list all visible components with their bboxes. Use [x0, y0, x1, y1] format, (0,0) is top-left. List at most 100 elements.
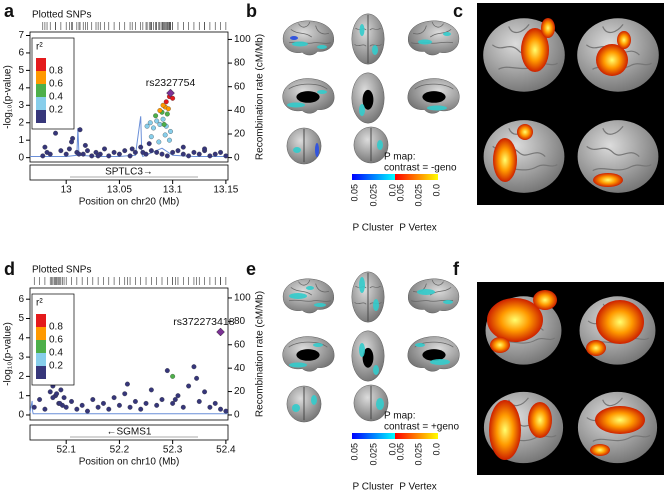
- panel-letter: f: [453, 259, 460, 279]
- snp-point: [147, 120, 153, 126]
- y-tick-label: 2: [18, 117, 24, 128]
- annotation: rs372273418: [173, 316, 234, 328]
- y2-tick-label: 40: [234, 363, 246, 374]
- render-panel-f: [477, 282, 664, 475]
- snp-point: [160, 102, 166, 108]
- colorbar-tick: 0.0: [387, 443, 397, 456]
- legend-swatch: [36, 366, 46, 379]
- snp-point: [162, 132, 168, 138]
- y-tick-label: 6: [18, 294, 24, 305]
- colorbar-tick: 0.0: [431, 443, 441, 456]
- snp-point: [212, 400, 218, 406]
- snp-point: [127, 153, 133, 159]
- y-tick-label: 0: [18, 410, 24, 421]
- lead-snp: [216, 327, 225, 337]
- y2-tick-label: 80: [234, 316, 246, 327]
- snp-point: [148, 148, 154, 154]
- snp-point: [212, 151, 218, 157]
- snp-point: [58, 148, 64, 154]
- colorbar-cluster: [352, 433, 395, 439]
- x-tick-label: 13.15: [213, 185, 238, 196]
- snp-point: [95, 404, 101, 410]
- snp-point: [122, 148, 128, 154]
- y-tick-label: 7: [18, 30, 24, 41]
- snp-point: [148, 387, 154, 393]
- colorbar-tick: 0.025: [413, 184, 423, 207]
- snp-point: [148, 134, 154, 140]
- legend-swatch: [36, 58, 46, 71]
- y2-tick-label: 100: [234, 293, 251, 304]
- x-axis-label: Position on chr10 (Mb): [79, 457, 180, 468]
- snp-point: [159, 151, 165, 157]
- map-title: P map:: [384, 152, 416, 163]
- snp-point: [69, 399, 74, 404]
- snp-point: [196, 399, 202, 404]
- snp-point: [218, 149, 223, 155]
- snp-point: [90, 397, 96, 402]
- snp-point: [140, 149, 146, 155]
- y2-axis-label: Recombination rate (cM/Mb): [255, 291, 266, 417]
- snp-point: [164, 153, 170, 159]
- snp-point: [127, 404, 133, 410]
- snp-point: [175, 148, 181, 154]
- y-tick-label: 1: [18, 135, 24, 146]
- snp-point: [101, 400, 106, 406]
- snp-point: [186, 383, 192, 389]
- colorbar-cluster: [352, 174, 395, 180]
- y-tick-label: 4: [18, 332, 24, 343]
- snp-point: [160, 116, 166, 122]
- snp-point: [63, 151, 69, 157]
- snp-point: [74, 406, 80, 412]
- legend-label: 0.4: [49, 348, 63, 359]
- snp-point: [111, 395, 117, 401]
- y-tick-label: 5: [18, 313, 24, 324]
- colorbar-tick: 0.05: [349, 184, 359, 202]
- snp-point: [54, 391, 60, 397]
- snp-point: [151, 125, 156, 131]
- snp-point: [170, 373, 176, 379]
- gene-track: [29, 424, 229, 441]
- snp-point: [57, 400, 63, 406]
- snp-point: [116, 402, 122, 408]
- legend-swatch: [36, 327, 46, 340]
- x-tick-label: 13.1: [163, 185, 183, 196]
- snp-point: [138, 406, 144, 412]
- snp-point: [172, 397, 178, 402]
- legend-label: 0.8: [49, 66, 63, 77]
- gene-label: SPTLC3→: [105, 167, 153, 178]
- y2-axis-label: Recombination rate (cM/Mb): [255, 34, 266, 160]
- snp-point: [153, 113, 159, 119]
- snp-point: [186, 153, 192, 159]
- snp-point: [218, 406, 223, 412]
- colorbar-tick: 0.05: [349, 443, 359, 461]
- snp-point: [61, 395, 67, 401]
- panel-letter: b: [246, 1, 257, 21]
- snp-point: [154, 118, 160, 124]
- snp-point: [202, 146, 208, 152]
- y2-tick-label: 20: [234, 386, 246, 397]
- snp-point: [157, 122, 163, 127]
- snp-point: [154, 149, 160, 155]
- legend-swatch: [36, 71, 46, 84]
- legend-label: 0.6: [49, 335, 63, 346]
- snp-point: [85, 408, 90, 414]
- x-tick-label: 13.05: [107, 185, 132, 196]
- colorbar-tick: 0.05: [395, 443, 405, 461]
- legend-label: 0.8: [49, 322, 63, 333]
- snp-point: [122, 391, 128, 397]
- map-contrast: contrast = -geno: [384, 163, 457, 174]
- snp-point: [207, 153, 213, 159]
- snp-point: [47, 151, 53, 157]
- snp-point: [58, 387, 64, 393]
- snp-point: [165, 106, 171, 112]
- legend-label: 0.4: [49, 92, 63, 103]
- y-tick-label: 2: [18, 371, 24, 382]
- legend-swatch: [36, 340, 46, 353]
- snp-point: [175, 393, 181, 399]
- snp-point: [42, 144, 48, 150]
- y2-tick-label: 20: [234, 129, 246, 140]
- brain-panel-e: [282, 271, 460, 423]
- colorbar-label: P Cluster: [353, 223, 395, 234]
- legend-label: 0.2: [49, 361, 63, 372]
- legend-title: r²: [36, 42, 43, 53]
